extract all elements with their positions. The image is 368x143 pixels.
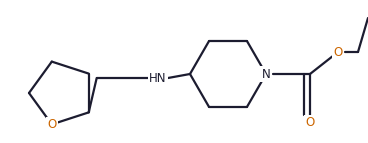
- Text: N: N: [262, 67, 270, 81]
- Text: HN: HN: [149, 72, 167, 85]
- Text: O: O: [333, 45, 343, 58]
- Text: O: O: [47, 118, 56, 131]
- Text: O: O: [305, 117, 315, 130]
